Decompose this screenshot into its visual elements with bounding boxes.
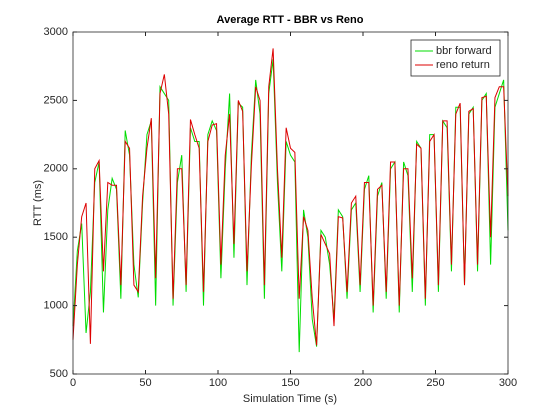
x-tick-label: 300 — [499, 377, 517, 389]
chart-title: Average RTT - BBR vs Reno — [217, 14, 364, 26]
y-tick-label: 2500 — [44, 94, 68, 106]
legend-label: bbr forward — [436, 45, 492, 57]
x-tick-label: 0 — [70, 377, 76, 389]
y-tick-label: 1000 — [44, 300, 68, 312]
x-axis-label: Simulation Time (s) — [243, 393, 337, 405]
legend-label: reno return — [436, 59, 490, 71]
y-tick-label: 3000 — [44, 26, 68, 38]
x-tick-label: 200 — [354, 377, 372, 389]
y-tick-label: 2000 — [44, 163, 68, 175]
y-axis-label: RTT (ms) — [32, 180, 44, 226]
x-tick-label: 50 — [139, 377, 151, 389]
x-tick-label: 150 — [281, 377, 299, 389]
x-tick-label: 250 — [426, 377, 444, 389]
data-line — [72, 48, 509, 346]
x-tick-label: 100 — [209, 377, 227, 389]
y-tick-label: 500 — [50, 368, 68, 380]
legend-box — [410, 39, 501, 77]
y-tick-label: 1500 — [44, 231, 68, 243]
